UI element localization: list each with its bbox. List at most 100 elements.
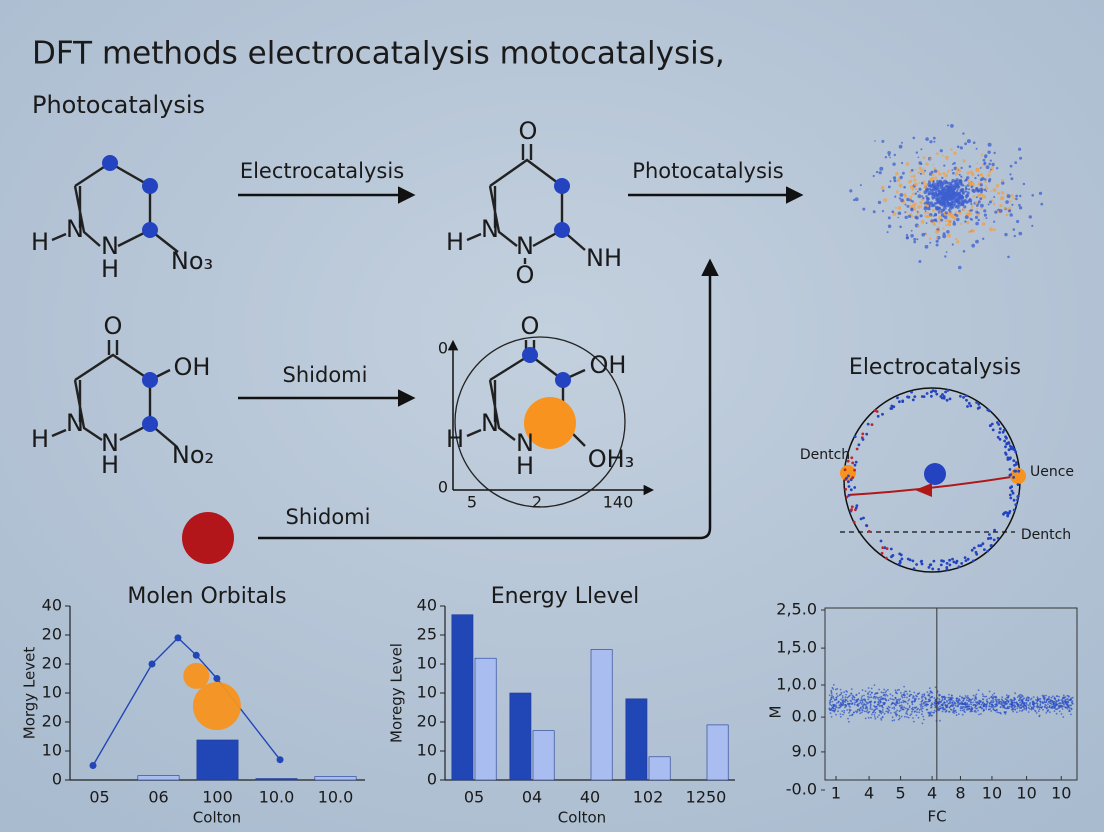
- y-axis-label: Morgy Levet: [21, 647, 39, 740]
- nebula-dot: [945, 251, 948, 254]
- nebula-dot: [1031, 224, 1034, 227]
- sphere-dot: [977, 402, 981, 406]
- nebula-dot: [958, 173, 961, 176]
- noise-dot: [1020, 704, 1023, 707]
- noise-dot: [844, 696, 847, 699]
- nebula-dot: [971, 188, 975, 192]
- noise-dot: [1004, 700, 1007, 703]
- sphere-dot: [899, 553, 903, 557]
- noise-dot: [867, 716, 870, 719]
- sphere-dot: [942, 395, 946, 398]
- arrow-label: Electrocatalysis: [240, 159, 404, 183]
- noise-dot: [964, 703, 967, 706]
- noise-dot: [934, 700, 937, 702]
- nebula-dot: [987, 173, 991, 177]
- nebula-dot: [949, 188, 953, 191]
- noise-dot: [1023, 704, 1026, 706]
- sphere-dot: [922, 395, 926, 398]
- y-tick-label: 40: [42, 596, 62, 615]
- nebula-dot: [935, 229, 940, 234]
- noise-dot: [1029, 702, 1032, 704]
- nebula-dot: [1009, 200, 1012, 203]
- noise-dot: [926, 691, 929, 693]
- noise-dot: [978, 713, 980, 716]
- noise-dot: [852, 695, 855, 698]
- y-tick-label: 20: [42, 625, 62, 644]
- noise-dot: [867, 692, 869, 694]
- nebula-dot: [944, 188, 949, 193]
- x-tick-label: 1250: [686, 788, 727, 807]
- noise-dot: [891, 702, 893, 705]
- noise-dot: [849, 706, 851, 708]
- nebula-dot: [970, 182, 975, 187]
- noise-dot: [864, 707, 867, 710]
- nebula-dot: [925, 222, 928, 225]
- sphere-dot: [870, 423, 874, 426]
- noise-dot: [867, 698, 870, 701]
- nebula-dot: [897, 206, 902, 210]
- sphere-dot: [959, 394, 962, 398]
- nebula-dot: [975, 239, 979, 244]
- noise-dot: [898, 705, 901, 707]
- nebula-dot: [955, 190, 959, 193]
- sphere-dot: [885, 556, 888, 560]
- sphere-dot: [1007, 441, 1011, 444]
- y-tick-label: 2,5.0: [776, 600, 817, 619]
- nebula-dot: [913, 182, 918, 187]
- noise-dot: [915, 714, 918, 717]
- nebula-dot: [956, 145, 960, 149]
- nebula-dot: [947, 233, 951, 238]
- noise-dot: [841, 700, 844, 703]
- noise-dot: [1003, 711, 1006, 713]
- noise-dot: [954, 702, 957, 705]
- bar: [625, 698, 648, 781]
- nebula-dot: [962, 160, 965, 163]
- sphere-dot: [910, 390, 913, 394]
- nebula-dot: [979, 197, 983, 201]
- nebula-dot: [948, 223, 951, 226]
- noise-dot: [973, 703, 975, 706]
- noise-dot: [906, 713, 909, 715]
- noise-dot: [955, 711, 958, 714]
- nebula-dot: [981, 193, 984, 196]
- noise-dot: [957, 701, 959, 704]
- noise-dot: [947, 696, 950, 699]
- noise-dot: [878, 696, 881, 699]
- noise-dot: [1070, 713, 1072, 716]
- noise-dot: [979, 705, 982, 708]
- noise-dot: [908, 690, 911, 693]
- noise-dot: [883, 688, 886, 691]
- noise-dot: [1047, 709, 1049, 712]
- nebula-dot: [931, 197, 935, 200]
- noise-dot: [920, 708, 923, 711]
- noise-dot: [1040, 707, 1043, 709]
- noise-dot: [954, 710, 956, 712]
- nebula-dot: [900, 198, 904, 203]
- noise-dot: [883, 702, 886, 705]
- noise-dot: [863, 710, 866, 713]
- sphere-dot: [965, 398, 968, 402]
- noise-dot: [839, 715, 842, 718]
- noise-dot: [876, 716, 879, 718]
- sphere-dot: [850, 505, 854, 509]
- noise-dot: [896, 700, 898, 703]
- chart-title: Energy Llevel: [491, 584, 640, 609]
- noise-dot: [1043, 698, 1046, 701]
- nebula-dot: [904, 215, 908, 220]
- noise-dot: [992, 696, 995, 699]
- atom-label: N: [516, 429, 534, 457]
- nebula-dot: [967, 178, 970, 182]
- noise-dot: [840, 703, 843, 706]
- nebula-dot: [964, 215, 969, 220]
- nebula-dot: [923, 185, 927, 189]
- nebula-dot: [993, 228, 996, 231]
- x-tick-label: 10: [1016, 784, 1036, 803]
- noise-dot: [943, 708, 946, 710]
- nebula-dot: [937, 193, 941, 197]
- nebula-dot: [1018, 206, 1023, 210]
- nebula-dot: [1001, 178, 1004, 182]
- nebula-dot: [950, 124, 954, 128]
- nebula-dot: [975, 187, 979, 190]
- nebula-dot: [954, 171, 959, 176]
- noise-dot: [893, 703, 896, 706]
